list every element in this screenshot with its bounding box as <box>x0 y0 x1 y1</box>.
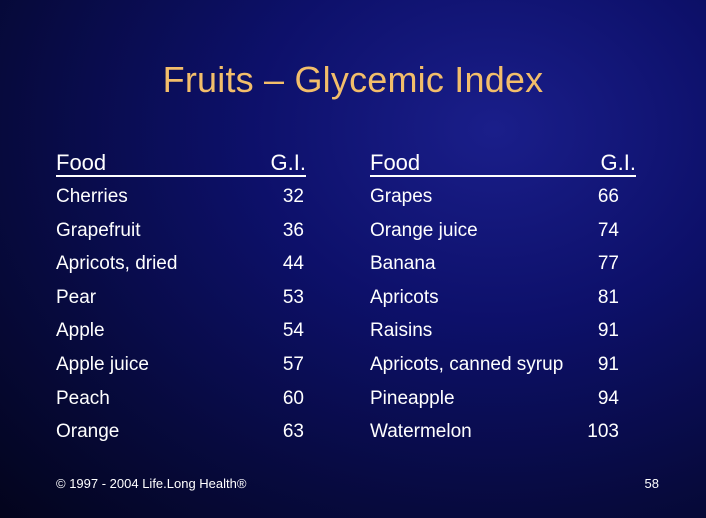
right-row-gi: 81 <box>597 287 619 308</box>
left-row-food: Apricots, dried <box>56 253 178 274</box>
slide-title: Fruits – Glycemic Index <box>162 59 544 100</box>
left-row-food: Orange <box>56 421 120 442</box>
right-row-food: Pineapple <box>370 388 455 409</box>
right-row-food: Grapes <box>370 186 433 207</box>
header-underline-left <box>56 175 306 177</box>
left-row-gi: 54 <box>282 320 304 341</box>
left-row-gi: 44 <box>282 253 304 274</box>
left-row-food: Peach <box>56 388 110 409</box>
left-header-gi: G.I. <box>270 150 306 175</box>
right-row-gi: 94 <box>597 388 619 409</box>
right-row-food: Apricots, canned syrup <box>370 354 564 375</box>
left-row-gi: 53 <box>282 287 304 308</box>
right-row-gi: 103 <box>587 421 619 442</box>
left-row-food: Apple juice <box>56 354 149 375</box>
right-header-gi: G.I. <box>600 150 636 175</box>
left-header-food: Food <box>56 150 107 175</box>
left-row-food: Apple <box>56 320 105 341</box>
right-row-food: Watermelon <box>370 421 472 442</box>
right-row-gi: 77 <box>597 253 619 274</box>
right-row-gi: 74 <box>597 220 619 241</box>
right-row-food: Raisins <box>370 320 433 341</box>
header-underline-right <box>370 175 636 177</box>
left-row-food: Pear <box>56 287 97 308</box>
left-row-gi: 57 <box>282 354 304 375</box>
page-number: 58 <box>644 476 659 491</box>
left-row-gi: 60 <box>282 388 304 409</box>
left-row-gi: 32 <box>282 186 304 207</box>
left-row-gi: 36 <box>282 220 304 241</box>
copyright-footer: © 1997 - 2004 Life.Long Health® <box>56 476 247 491</box>
left-row-gi: 63 <box>282 421 304 442</box>
left-row-food: Grapefruit <box>56 220 141 241</box>
right-row-gi: 91 <box>597 320 619 341</box>
right-row-gi: 66 <box>597 186 619 207</box>
right-row-food: Orange juice <box>370 220 478 241</box>
left-row-food: Cherries <box>56 186 128 207</box>
right-header-food: Food <box>370 150 421 175</box>
right-row-gi: 91 <box>597 354 619 375</box>
right-row-food: Banana <box>370 253 436 274</box>
right-row-food: Apricots <box>370 287 439 308</box>
